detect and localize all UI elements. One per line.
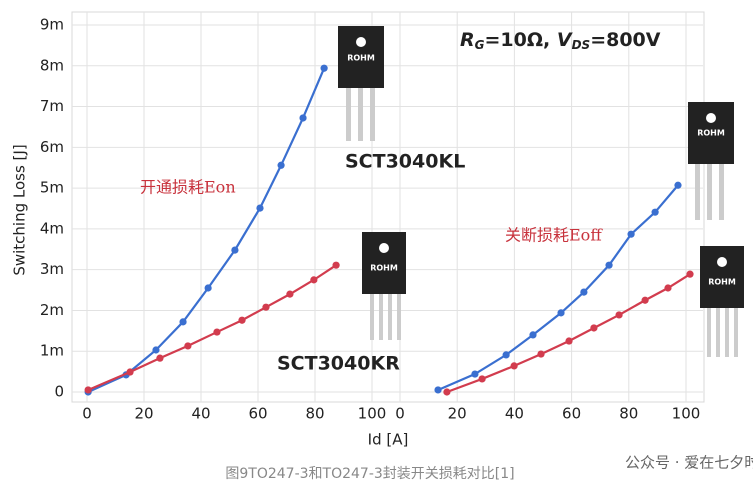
data-point [686, 270, 694, 278]
x-tick-label: 80 [619, 405, 638, 423]
package: ROHM [362, 232, 406, 340]
data-point [156, 354, 164, 362]
annotation: SCT3040KR [277, 353, 400, 375]
x-tick-label: 0 [395, 405, 405, 423]
series-line [87, 264, 337, 391]
x-tick-label: 100 [672, 405, 701, 423]
data-point [179, 318, 187, 326]
data-point [443, 388, 451, 396]
package: ROHM [338, 26, 384, 141]
caption: 图9TO247-3和TO247-3封装开关损耗对比[1] [225, 466, 514, 482]
data-point [590, 324, 598, 332]
x-tick-label: 80 [305, 405, 324, 423]
y-tick-label: 2m [40, 301, 64, 319]
y-tick-label: 3m [40, 260, 64, 278]
y-axis-label: Switching Loss [J] [11, 144, 29, 275]
package-label: ROHM [347, 54, 375, 63]
data-point [213, 328, 221, 336]
param-part: R [460, 29, 475, 51]
data-point [238, 316, 246, 324]
data-point [615, 311, 623, 319]
data-point [529, 331, 537, 339]
param-part: DS [572, 38, 591, 52]
data-point [627, 230, 635, 238]
parameter-label: RG=10Ω, VDS=800V [460, 29, 661, 52]
y-tick-label: 4m [40, 219, 64, 237]
data-point [502, 351, 510, 359]
x-tick-label: 20 [448, 405, 467, 423]
data-point [557, 309, 565, 317]
data-point [332, 261, 340, 269]
param-part: =10Ω, [485, 29, 557, 51]
data-point [299, 114, 307, 122]
data-point [231, 246, 239, 254]
data-point [320, 64, 328, 72]
y-tick-label: 5m [40, 179, 64, 197]
param-part: V [557, 29, 573, 51]
data-point [184, 342, 192, 350]
annotation: 开通损耗Eon [140, 178, 236, 197]
package-label: ROHM [370, 264, 398, 273]
annotation: SCT3040KL [345, 151, 465, 173]
y-tick-label: 0 [54, 383, 64, 401]
data-point [262, 303, 270, 311]
package-label: ROHM [697, 129, 725, 138]
data-point [651, 208, 659, 216]
data-point [286, 290, 294, 298]
data-point [565, 337, 573, 345]
packages: ROHM ROHM ROHM ROHM [338, 26, 744, 357]
x-tick-label: 100 [358, 405, 387, 423]
y-tick-label: 8m [40, 56, 64, 74]
data-point [580, 288, 588, 296]
series-line [87, 67, 326, 394]
x-axis-label: Id [A] [368, 431, 409, 449]
data-point [478, 375, 486, 383]
data-point [674, 181, 682, 189]
x-tick-label: 40 [191, 405, 210, 423]
data-point [641, 296, 649, 304]
data-point [126, 368, 134, 376]
plot-frame [71, 11, 705, 403]
y-tick-label: 7m [40, 97, 64, 115]
y-tick-label: 1m [40, 342, 64, 360]
data-point [537, 350, 545, 358]
data-point [434, 386, 442, 394]
data-point [84, 386, 92, 394]
data-point [605, 261, 613, 269]
x-tick-label: 20 [134, 405, 153, 423]
package: ROHM [700, 246, 744, 357]
watermark: 公众号 · 爱在七夕时 [625, 454, 753, 472]
data-point [152, 346, 160, 354]
data-point [471, 370, 479, 378]
x-tick-label: 40 [505, 405, 524, 423]
x-tick-label: 60 [562, 405, 581, 423]
data-point [310, 276, 318, 284]
data-point [277, 161, 285, 169]
data-point [510, 362, 518, 370]
y-tick-label: 6m [40, 138, 64, 156]
package-label: ROHM [708, 278, 736, 287]
data-point [256, 204, 264, 212]
data-point [664, 284, 672, 292]
x-tick-label: 60 [248, 405, 267, 423]
x-tick-label: 0 [82, 405, 92, 423]
param-part: =800V [590, 29, 661, 51]
annotation: 关断损耗Eoff [505, 226, 603, 245]
series-line [437, 184, 679, 391]
param-part: G [475, 38, 485, 52]
package: ROHM [688, 102, 734, 220]
y-tick-label: 9m [40, 16, 64, 34]
series-line [446, 273, 691, 394]
data-point [204, 284, 212, 292]
